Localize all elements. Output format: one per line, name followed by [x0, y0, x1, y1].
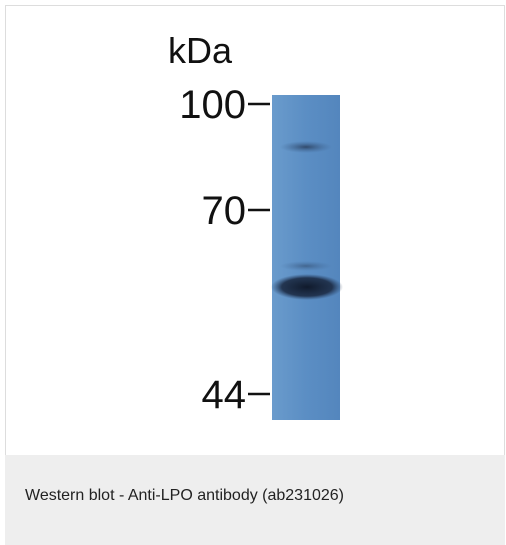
marker-label: 70: [202, 189, 247, 233]
unit-label: kDa: [168, 30, 233, 71]
caption: Western blot - Anti-LPO antibody (ab2310…: [25, 487, 344, 505]
band-faint: [280, 261, 332, 271]
marker-label: 100: [179, 83, 246, 127]
page: kDa 100 70 44 Western blot - Anti-LPO an…: [0, 0, 506, 545]
band-strong: [271, 274, 343, 300]
blot-image: kDa 100 70 44: [0, 0, 506, 455]
marker-label: 44: [202, 373, 247, 417]
caption-area: Western blot - Anti-LPO antibody (ab2310…: [5, 455, 505, 545]
band-faint: [280, 141, 332, 153]
